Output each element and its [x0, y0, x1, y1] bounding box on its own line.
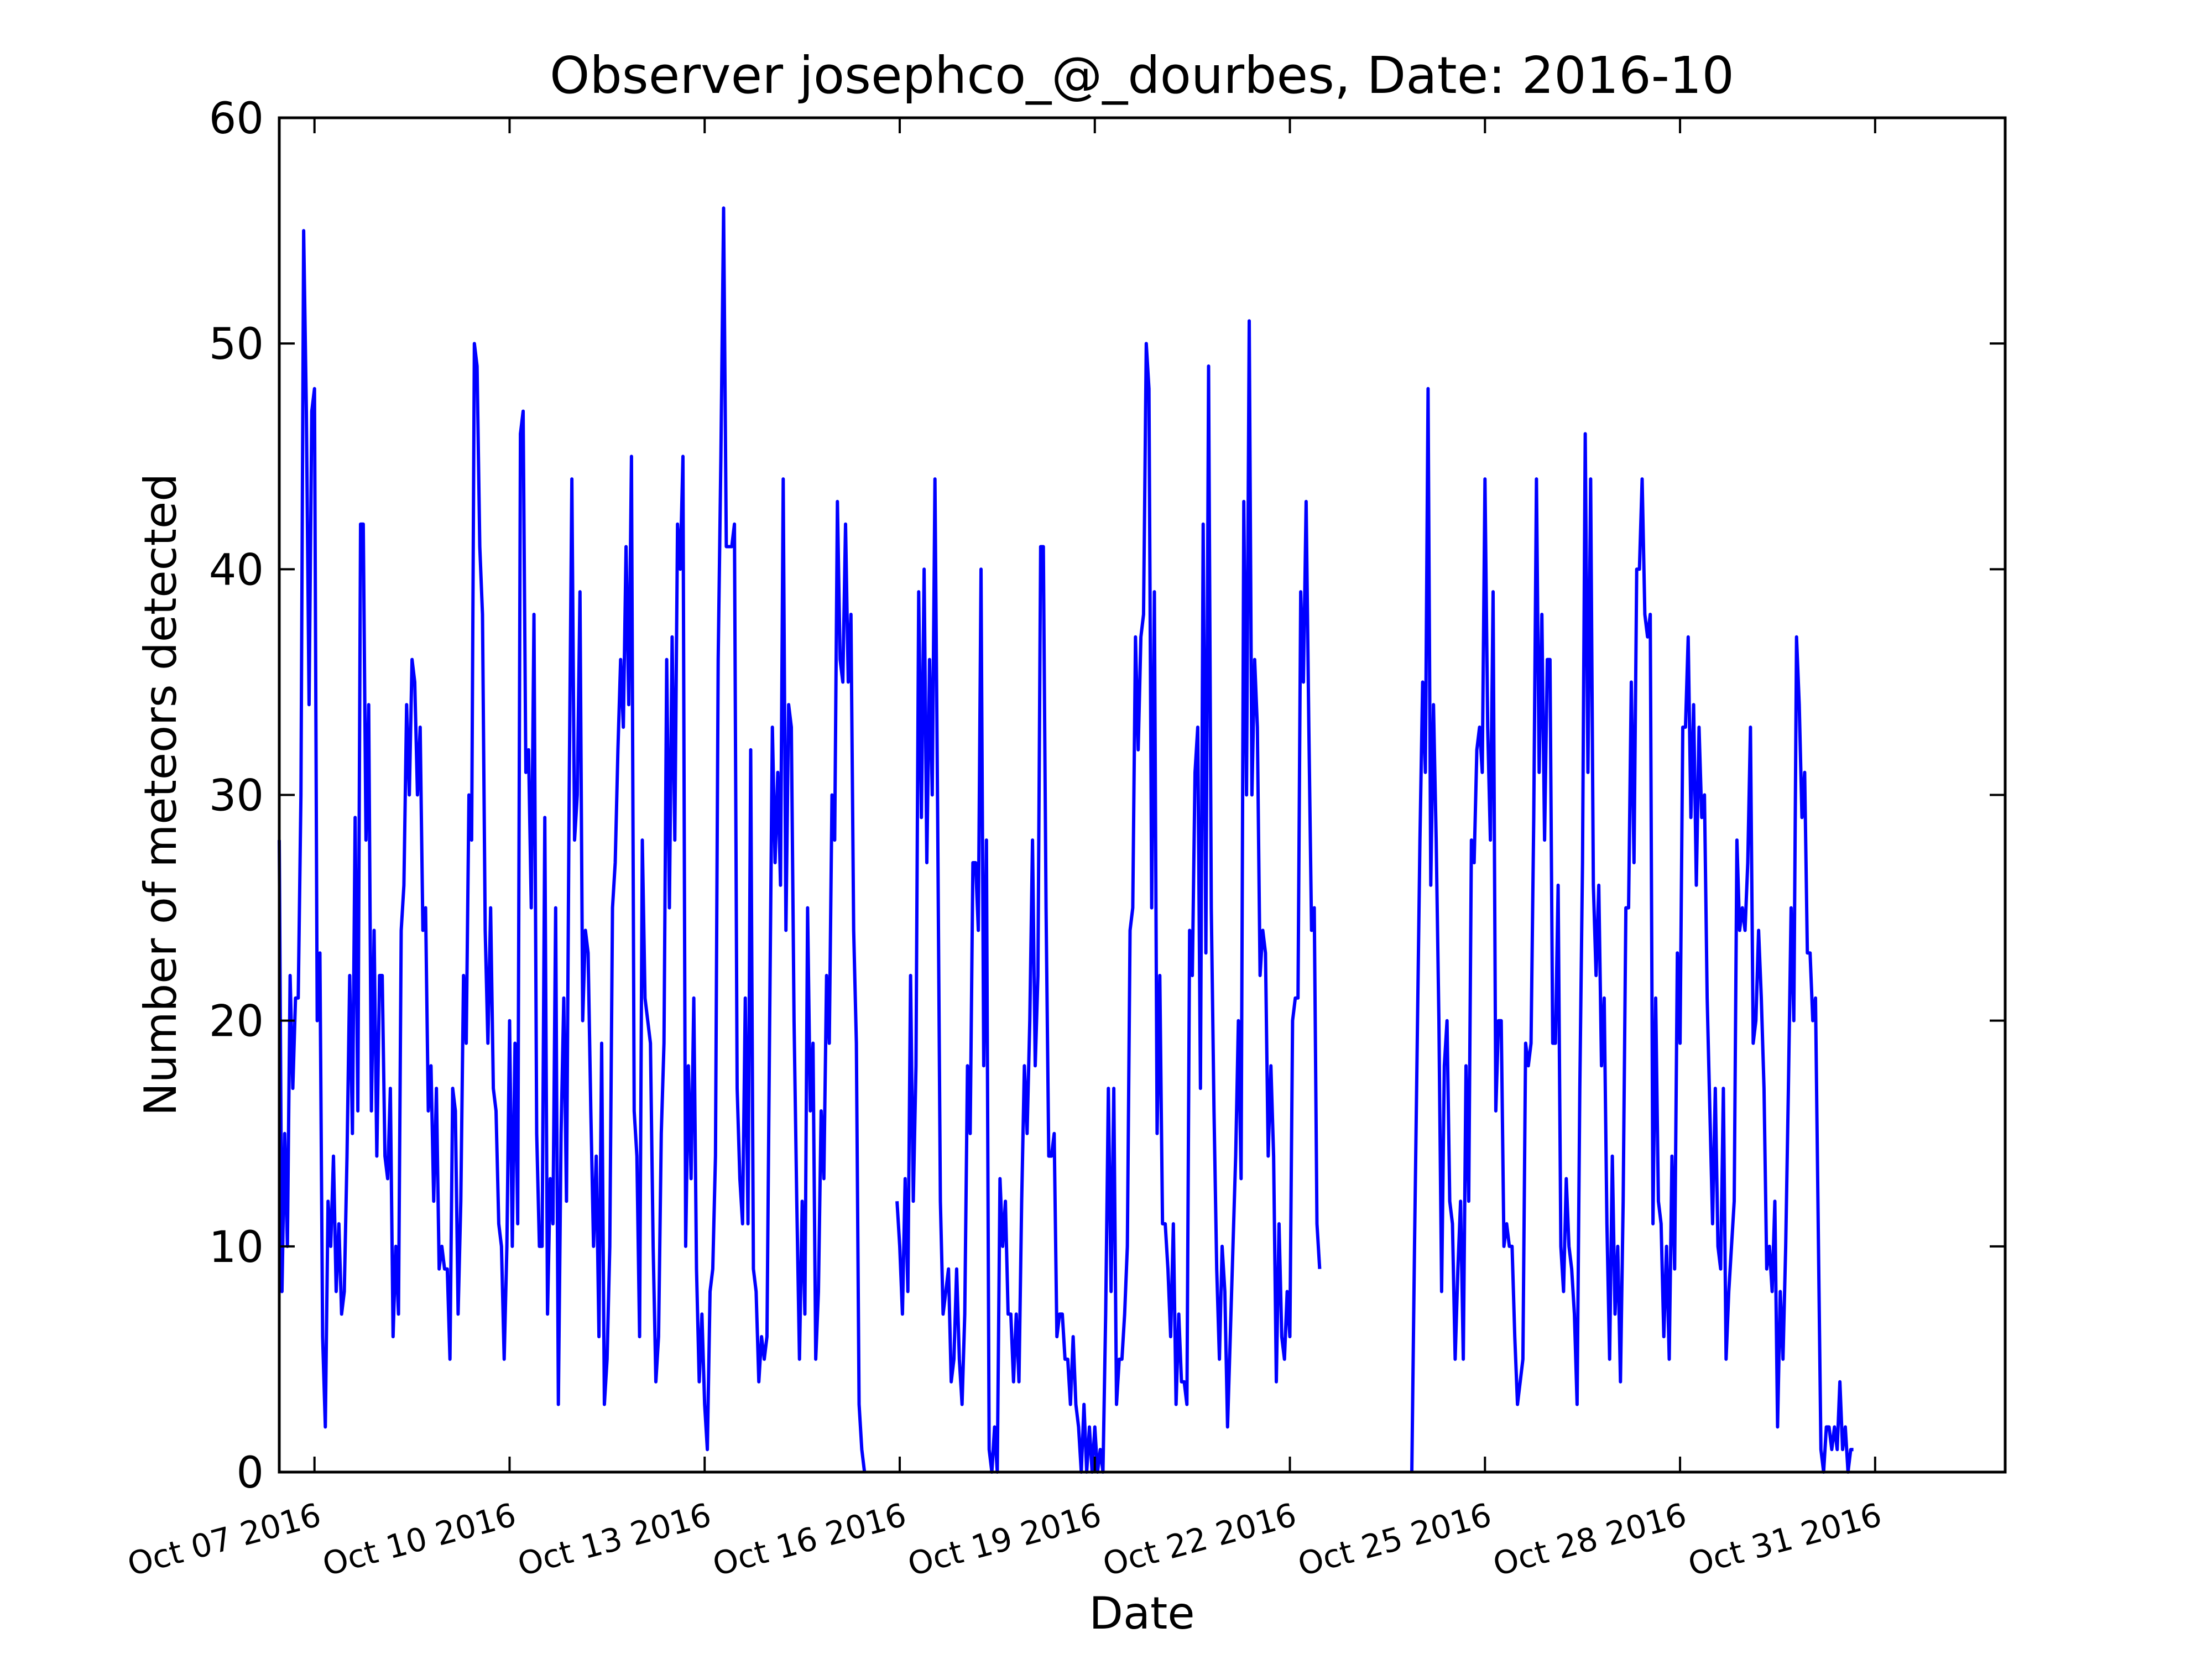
- y-tick-label: 10: [209, 1223, 264, 1272]
- series-line-segment: [895, 319, 1322, 1474]
- plot-frame: [278, 116, 2007, 1474]
- y-tick-label: 0: [236, 1448, 264, 1498]
- plot-area: [278, 206, 1854, 1474]
- y-tick-label: 20: [209, 997, 264, 1047]
- series-line-segment: [278, 206, 867, 1473]
- chart-title: Observer josephco_@_dourbes, Date: 2016-…: [550, 46, 1734, 105]
- y-axis-label: Number of meteors detected: [135, 473, 186, 1116]
- y-tick-label: 40: [209, 545, 264, 595]
- y-tick-label: 50: [209, 320, 264, 369]
- y-tick-label: 30: [209, 771, 264, 821]
- x-axis-label: Date: [1089, 1588, 1194, 1639]
- series-line-segment: [1410, 387, 1854, 1474]
- y-tick-label: 60: [209, 94, 264, 144]
- y-axis-ticks: 0 10 20 30 40 50 60: [209, 94, 2005, 1498]
